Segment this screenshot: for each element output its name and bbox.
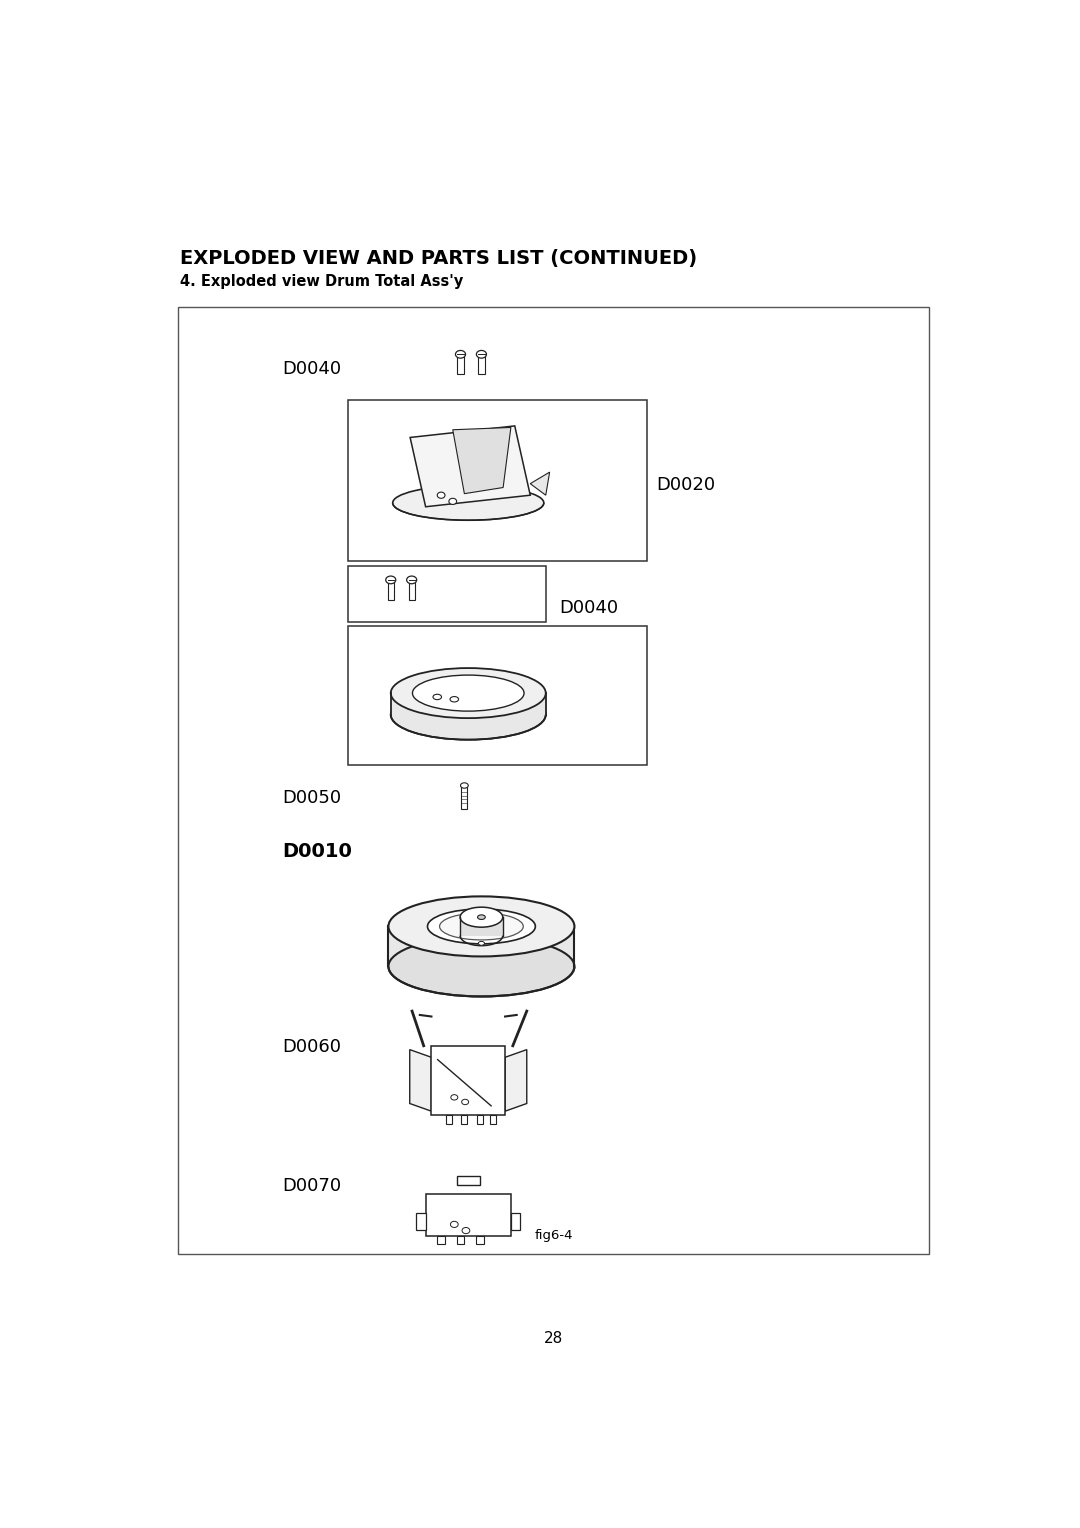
Text: D0010: D0010 bbox=[282, 842, 352, 860]
Bar bbox=[177, 307, 930, 1253]
Text: D0060: D0060 bbox=[282, 1038, 341, 1056]
Ellipse shape bbox=[393, 486, 544, 520]
Bar bbox=[348, 400, 647, 561]
Bar bbox=[348, 626, 647, 764]
Bar bbox=[457, 1236, 464, 1244]
Bar bbox=[431, 1045, 505, 1115]
Bar bbox=[461, 787, 468, 808]
Bar bbox=[457, 1175, 480, 1184]
Ellipse shape bbox=[462, 1227, 470, 1233]
Polygon shape bbox=[410, 426, 530, 507]
Text: 28: 28 bbox=[544, 1331, 563, 1346]
Bar bbox=[388, 581, 394, 601]
Bar bbox=[389, 926, 575, 966]
Ellipse shape bbox=[386, 576, 395, 584]
Bar bbox=[426, 1193, 511, 1236]
Bar bbox=[348, 565, 545, 622]
Polygon shape bbox=[530, 472, 550, 495]
Ellipse shape bbox=[391, 668, 545, 718]
Bar bbox=[391, 694, 545, 715]
Ellipse shape bbox=[456, 350, 465, 358]
Bar bbox=[416, 1213, 426, 1230]
Ellipse shape bbox=[460, 782, 469, 788]
Bar bbox=[446, 1115, 451, 1125]
Polygon shape bbox=[409, 1050, 431, 1111]
Bar bbox=[408, 581, 415, 601]
Bar bbox=[476, 1115, 483, 1125]
Ellipse shape bbox=[450, 1221, 458, 1227]
Bar bbox=[437, 1236, 445, 1244]
Ellipse shape bbox=[407, 576, 417, 584]
Ellipse shape bbox=[477, 915, 485, 920]
Ellipse shape bbox=[460, 908, 502, 927]
Text: D0070: D0070 bbox=[282, 1177, 341, 1195]
Text: D0050: D0050 bbox=[282, 788, 341, 807]
Ellipse shape bbox=[413, 675, 524, 711]
Ellipse shape bbox=[450, 697, 459, 701]
Bar bbox=[476, 1236, 484, 1244]
Text: D0040: D0040 bbox=[559, 599, 618, 617]
Polygon shape bbox=[505, 1050, 527, 1111]
Bar bbox=[478, 354, 485, 374]
Text: 4. Exploded view Drum Total Ass'y: 4. Exploded view Drum Total Ass'y bbox=[180, 274, 463, 289]
Bar bbox=[461, 1115, 468, 1125]
Text: EXPLODED VIEW AND PARTS LIST (CONTINUED): EXPLODED VIEW AND PARTS LIST (CONTINUED) bbox=[180, 249, 697, 267]
Bar bbox=[460, 917, 502, 935]
Bar bbox=[458, 354, 463, 374]
Ellipse shape bbox=[476, 350, 486, 358]
Ellipse shape bbox=[440, 912, 524, 940]
Bar bbox=[511, 1213, 521, 1230]
Text: D0040: D0040 bbox=[282, 361, 341, 379]
Ellipse shape bbox=[389, 937, 575, 996]
Polygon shape bbox=[453, 428, 511, 494]
Ellipse shape bbox=[449, 498, 457, 504]
Ellipse shape bbox=[450, 1094, 458, 1100]
Bar bbox=[490, 1115, 496, 1125]
Ellipse shape bbox=[391, 689, 545, 740]
Ellipse shape bbox=[461, 1099, 469, 1105]
Text: fig6-4: fig6-4 bbox=[535, 1229, 572, 1242]
Ellipse shape bbox=[428, 909, 536, 944]
Ellipse shape bbox=[478, 941, 485, 946]
Ellipse shape bbox=[389, 897, 575, 957]
Ellipse shape bbox=[437, 492, 445, 498]
Text: D0020: D0020 bbox=[656, 475, 715, 494]
Ellipse shape bbox=[433, 694, 442, 700]
